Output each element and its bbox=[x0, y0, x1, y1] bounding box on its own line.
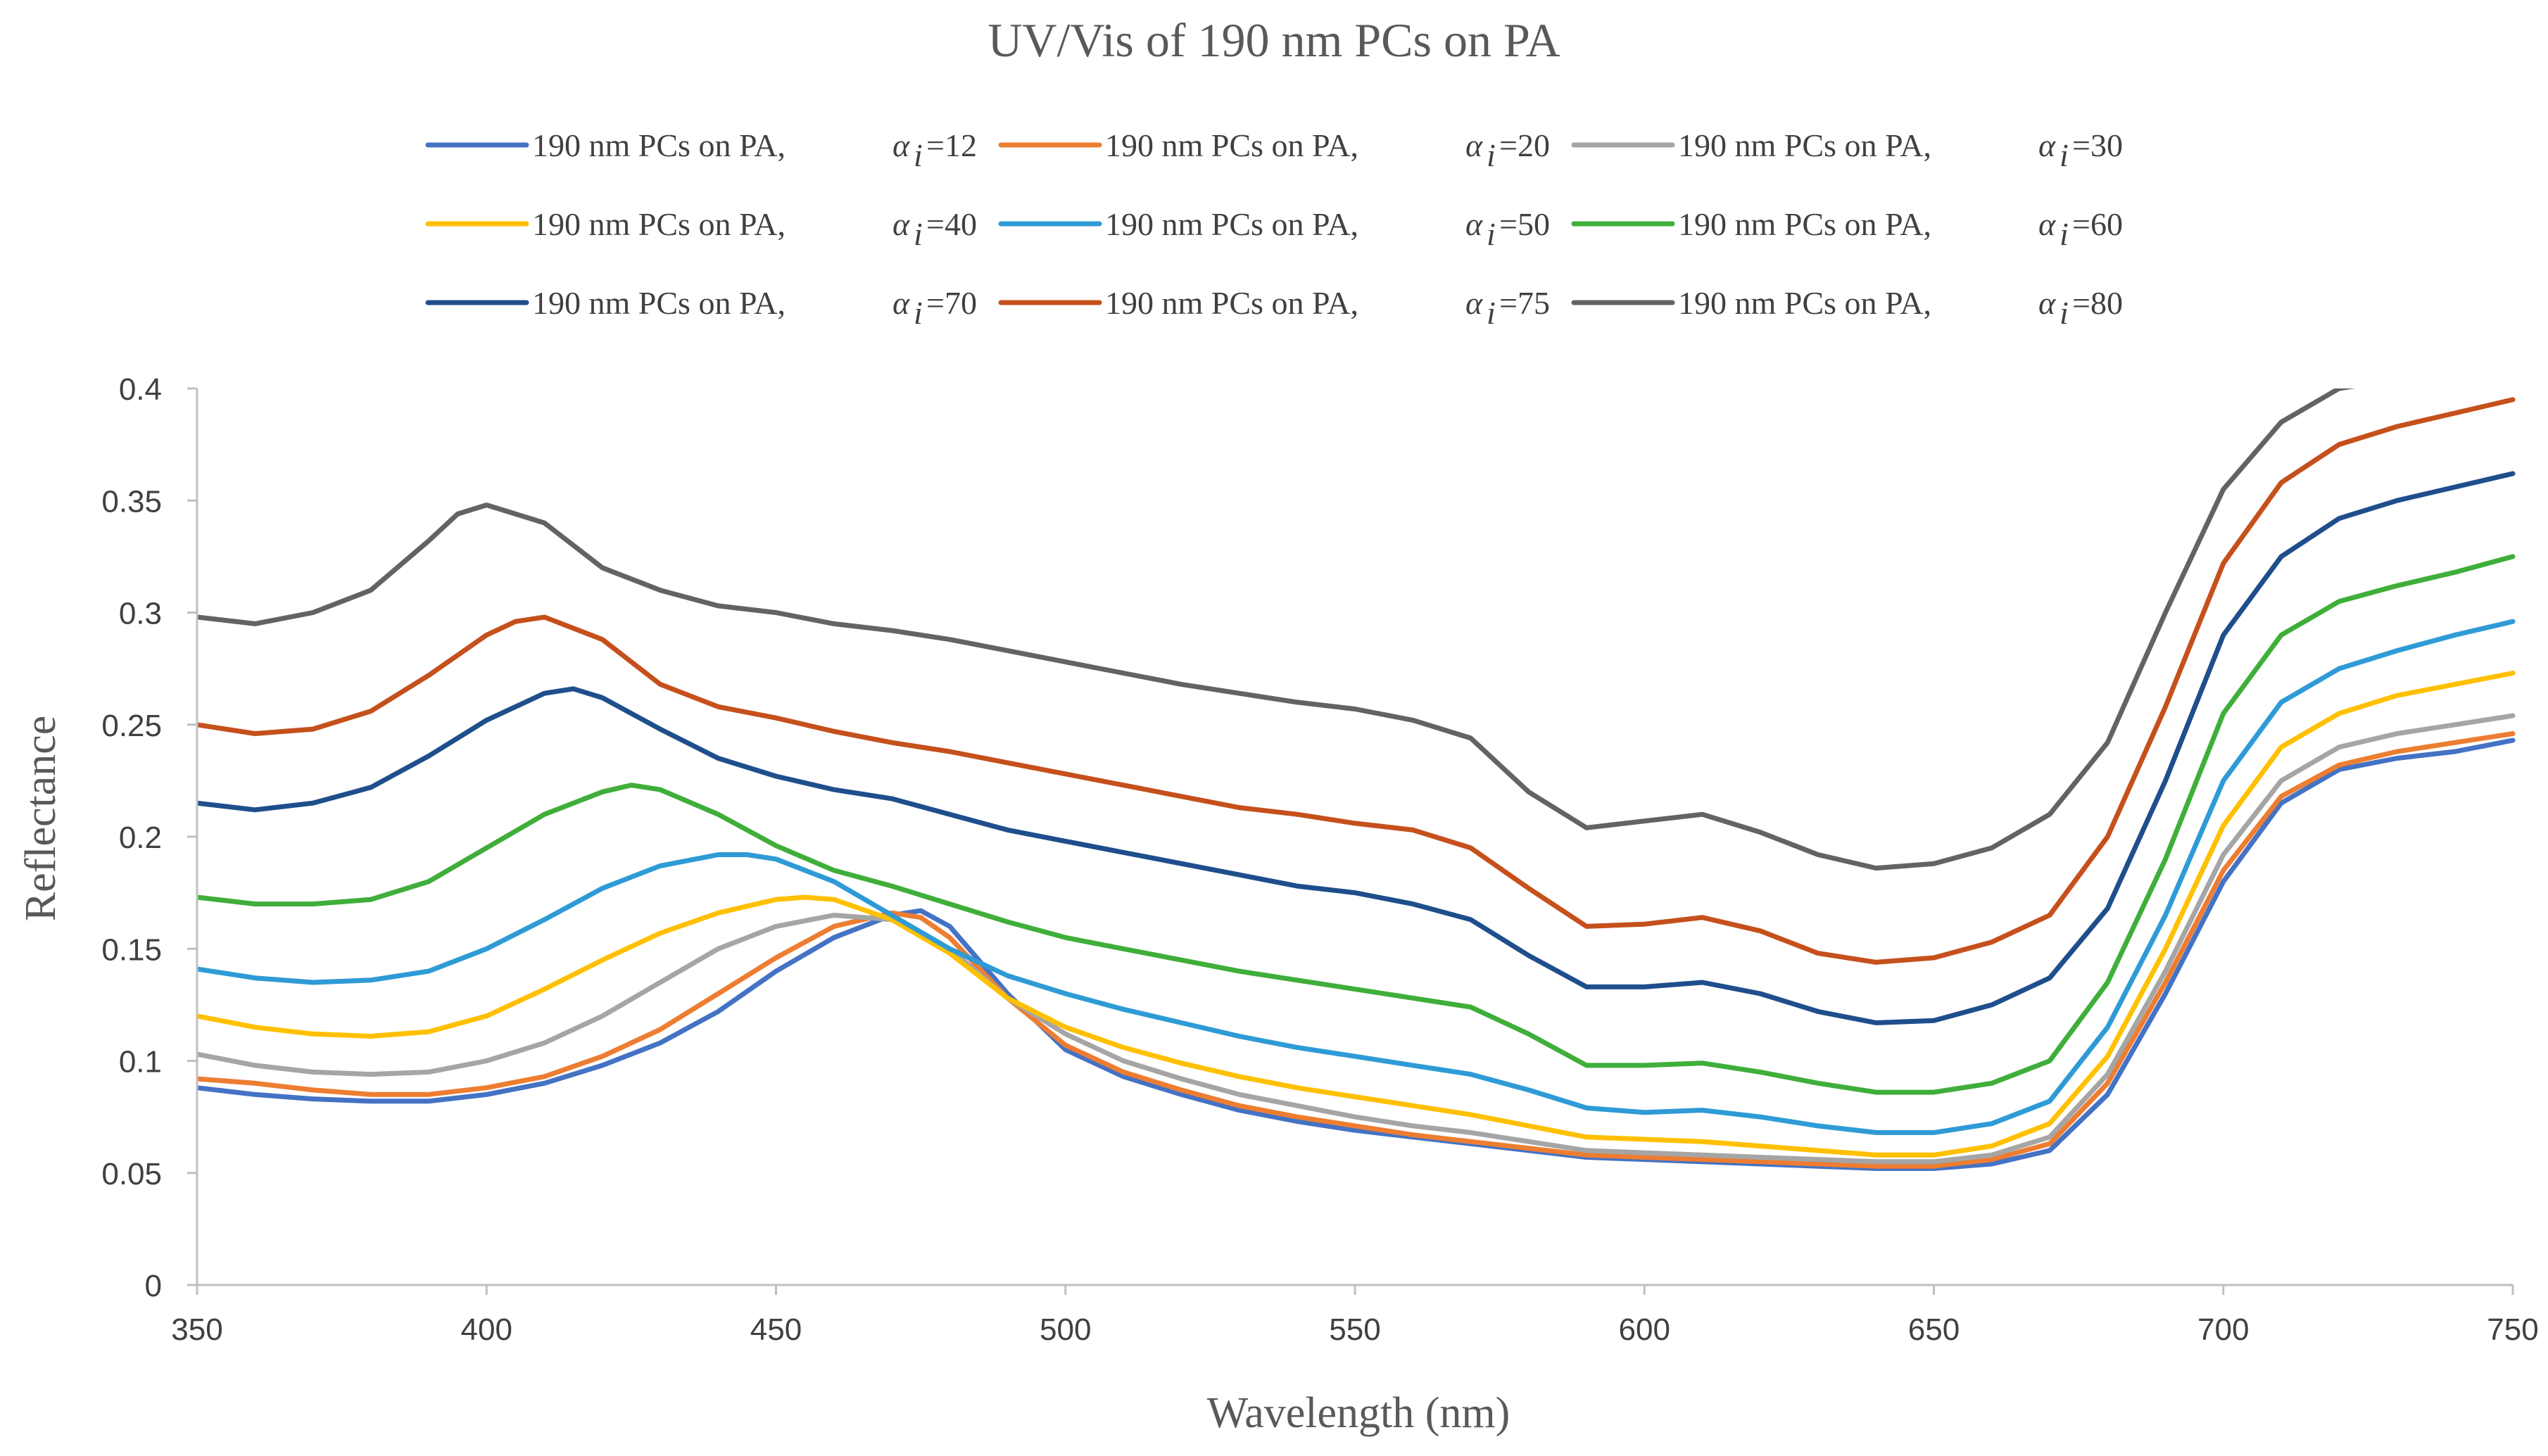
x-tick-label: 700 bbox=[2197, 1312, 2249, 1347]
legend-label: 190 nm PCs on PA, bbox=[532, 127, 786, 163]
y-tick-label: 0.35 bbox=[101, 484, 162, 519]
axes: 350 400 450 500 550 600 650 700 750 0 0.05 0.1 0.15 0… bbox=[101, 372, 2538, 1347]
legend-label: 190 nm PCs on PA, bbox=[1678, 285, 1931, 321]
series-line-alpha60 bbox=[197, 554, 2516, 1095]
y-tick-label: 0.05 bbox=[101, 1157, 162, 1191]
legend-alpha-symbol: α bbox=[2038, 127, 2056, 163]
legend-alpha-symbol: α bbox=[893, 127, 910, 163]
legend-alpha-subscript: i bbox=[1487, 137, 1496, 173]
x-tick-label: 500 bbox=[1040, 1312, 1091, 1347]
legend-alpha-value: =80 bbox=[2072, 285, 2123, 321]
legend-label: 190 nm PCs on PA, bbox=[532, 285, 786, 321]
series-line-alpha70 bbox=[197, 471, 2516, 1025]
x-tick-label: 650 bbox=[1908, 1312, 1960, 1347]
legend-alpha-value: =12 bbox=[926, 127, 977, 163]
y-tick-label: 0.15 bbox=[101, 932, 162, 967]
legend-alpha-subscript: i bbox=[914, 137, 923, 173]
legend-alpha-symbol: α bbox=[1465, 127, 1483, 163]
chart-title: UV/Vis of 190 nm PCs on PA bbox=[988, 13, 1560, 67]
legend-label: 190 nm PCs on PA, bbox=[1105, 285, 1358, 321]
x-tick-label: 400 bbox=[461, 1312, 512, 1347]
series-line-alpha80 bbox=[197, 388, 2356, 871]
legend-item: 190 nm PCs on PA, α i =75 bbox=[998, 285, 1550, 331]
x-tick-label: 600 bbox=[1619, 1312, 1670, 1347]
legend-alpha-value: =30 bbox=[2072, 127, 2123, 163]
y-tick-label: 0.3 bbox=[119, 597, 162, 631]
legend-item: 190 nm PCs on PA, α i =60 bbox=[1571, 206, 2123, 252]
legend-alpha-symbol: α bbox=[893, 285, 910, 321]
legend-alpha-subscript: i bbox=[1487, 295, 1496, 331]
series-line-alpha30 bbox=[197, 713, 2516, 1165]
series-line-alpha20 bbox=[197, 731, 2516, 1169]
legend-item: 190 nm PCs on PA, α i =20 bbox=[998, 127, 1550, 173]
legend-item: 190 nm PCs on PA, α i =70 bbox=[425, 285, 977, 331]
x-tick-label: 350 bbox=[171, 1312, 222, 1347]
legend-label: 190 nm PCs on PA, bbox=[1105, 127, 1358, 163]
legend-item: 190 nm PCs on PA, α i =40 bbox=[425, 206, 977, 252]
series-group bbox=[197, 388, 2516, 1171]
legend-alpha-value: =60 bbox=[2072, 206, 2123, 242]
legend-label: 190 nm PCs on PA, bbox=[1678, 127, 1931, 163]
legend-item: 190 nm PCs on PA, α i =12 bbox=[425, 127, 977, 173]
legend-alpha-symbol: α bbox=[2038, 285, 2056, 321]
x-tick-label: 550 bbox=[1329, 1312, 1380, 1347]
y-tick-label: 0.2 bbox=[119, 821, 162, 855]
series-line-alpha75 bbox=[197, 397, 2516, 965]
legend-alpha-symbol: α bbox=[1465, 285, 1483, 321]
legend-alpha-value: =20 bbox=[1499, 127, 1550, 163]
x-axis-label: Wavelength (nm) bbox=[1207, 1389, 1510, 1437]
series-line-alpha50 bbox=[197, 619, 2516, 1135]
series-line-alpha40 bbox=[197, 671, 2516, 1158]
x-tick-label: 750 bbox=[2487, 1312, 2538, 1347]
x-tick-label: 450 bbox=[750, 1312, 802, 1347]
legend-alpha-subscript: i bbox=[2060, 137, 2069, 173]
legend-alpha-value: =50 bbox=[1499, 206, 1550, 242]
legend-alpha-subscript: i bbox=[2060, 216, 2069, 252]
legend-label: 190 nm PCs on PA, bbox=[1678, 206, 1931, 242]
legend-label: 190 nm PCs on PA, bbox=[1105, 206, 1358, 242]
y-axis-label: Reflectance bbox=[17, 716, 65, 922]
legend-alpha-subscript: i bbox=[1487, 216, 1496, 252]
legend-label: 190 nm PCs on PA, bbox=[532, 206, 786, 242]
legend-alpha-subscript: i bbox=[914, 216, 923, 252]
series-line-alpha12 bbox=[197, 738, 2516, 1171]
legend-item: 190 nm PCs on PA, α i =80 bbox=[1571, 285, 2123, 331]
legend-alpha-symbol: α bbox=[893, 206, 910, 242]
y-tick-label: 0.4 bbox=[119, 372, 162, 407]
y-tick-label: 0.25 bbox=[101, 709, 162, 743]
legend-alpha-subscript: i bbox=[2060, 295, 2069, 331]
legend-alpha-symbol: α bbox=[1465, 206, 1483, 242]
legend-item: 190 nm PCs on PA, α i =30 bbox=[1571, 127, 2123, 173]
legend-item: 190 nm PCs on PA, α i =50 bbox=[998, 206, 1550, 252]
y-tick-label: 0.1 bbox=[119, 1045, 162, 1080]
legend-alpha-value: =70 bbox=[926, 285, 977, 321]
legend: 190 nm PCs on PA, α i =12 190 nm PCs on PA, α… bbox=[425, 127, 2123, 331]
y-tick-label: 0 bbox=[145, 1269, 162, 1303]
legend-alpha-value: =75 bbox=[1499, 285, 1550, 321]
legend-alpha-symbol: α bbox=[2038, 206, 2056, 242]
legend-alpha-value: =40 bbox=[926, 206, 977, 242]
legend-alpha-subscript: i bbox=[914, 295, 923, 331]
